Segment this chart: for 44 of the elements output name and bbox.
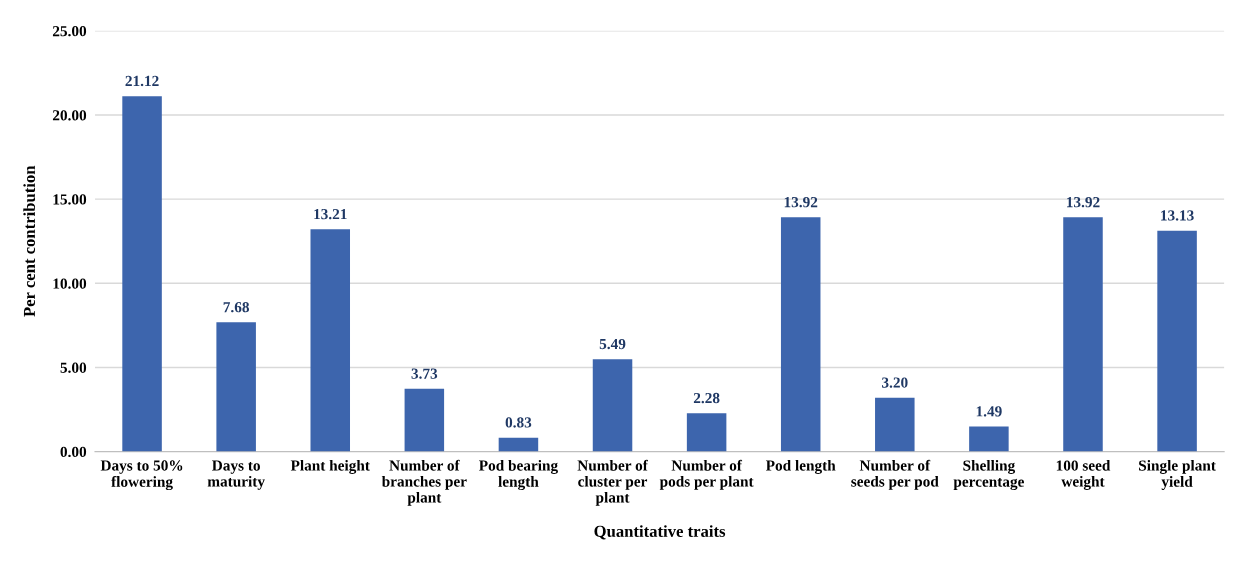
data-label: 13.21 — [314, 208, 347, 220]
x-tick-label: Number of branches per plant — [381, 459, 467, 506]
x-tick-label: Pod bearing length — [479, 459, 558, 491]
y-tick-label: 5.00 — [60, 362, 87, 373]
x-tick-label: Days to maturity — [207, 460, 265, 490]
bar — [404, 388, 445, 452]
x-tick-label: Number of seeds per pod — [851, 459, 939, 490]
x-tick-label: Plant height — [290, 459, 370, 474]
bar — [216, 322, 256, 452]
bar — [1157, 230, 1197, 452]
y-tick-label: 25.00 — [52, 26, 87, 37]
x-tick-label: Shelling percentage — [953, 459, 1024, 491]
data-label: 2.28 — [693, 392, 720, 404]
x-tick-label: Pod length — [765, 459, 836, 474]
y-tick-label: 20.00 — [52, 110, 87, 121]
y-axis-title: Per cent contribution — [23, 165, 36, 317]
data-label: 1.49 — [976, 406, 1002, 417]
bar — [498, 437, 539, 452]
data-label: 7.68 — [223, 301, 250, 313]
data-label: 13.92 — [1067, 197, 1100, 208]
data-label: 3.73 — [411, 368, 438, 379]
x-tick-label: Number of cluster per plant — [577, 459, 648, 506]
x-axis-title: Quantitative traits — [594, 525, 726, 540]
x-tick-label: Number of pods per plant — [659, 459, 754, 490]
bar — [969, 426, 1009, 452]
x-tick-label: Single plant yield — [1139, 459, 1216, 490]
bar — [122, 96, 162, 452]
data-label: 13.92 — [784, 197, 818, 208]
bar — [686, 413, 727, 452]
bar — [780, 217, 821, 452]
bar — [875, 397, 915, 452]
y-tick-label: 15.00 — [53, 194, 87, 205]
data-label: 13.13 — [1161, 210, 1194, 221]
y-tick-label: 0.00 — [60, 446, 87, 458]
bar — [310, 229, 351, 452]
data-label: 21.12 — [125, 75, 159, 87]
y-tick-label: 10.00 — [53, 278, 87, 289]
bar — [1063, 217, 1103, 452]
data-label: 5.49 — [599, 338, 626, 350]
bar — [592, 359, 633, 452]
data-label: 0.83 — [505, 417, 532, 428]
x-tick-label: 100 seed weight — [1056, 459, 1111, 490]
data-label: 3.20 — [882, 377, 908, 388]
x-tick-label: Days to 50% flowering — [100, 460, 183, 491]
